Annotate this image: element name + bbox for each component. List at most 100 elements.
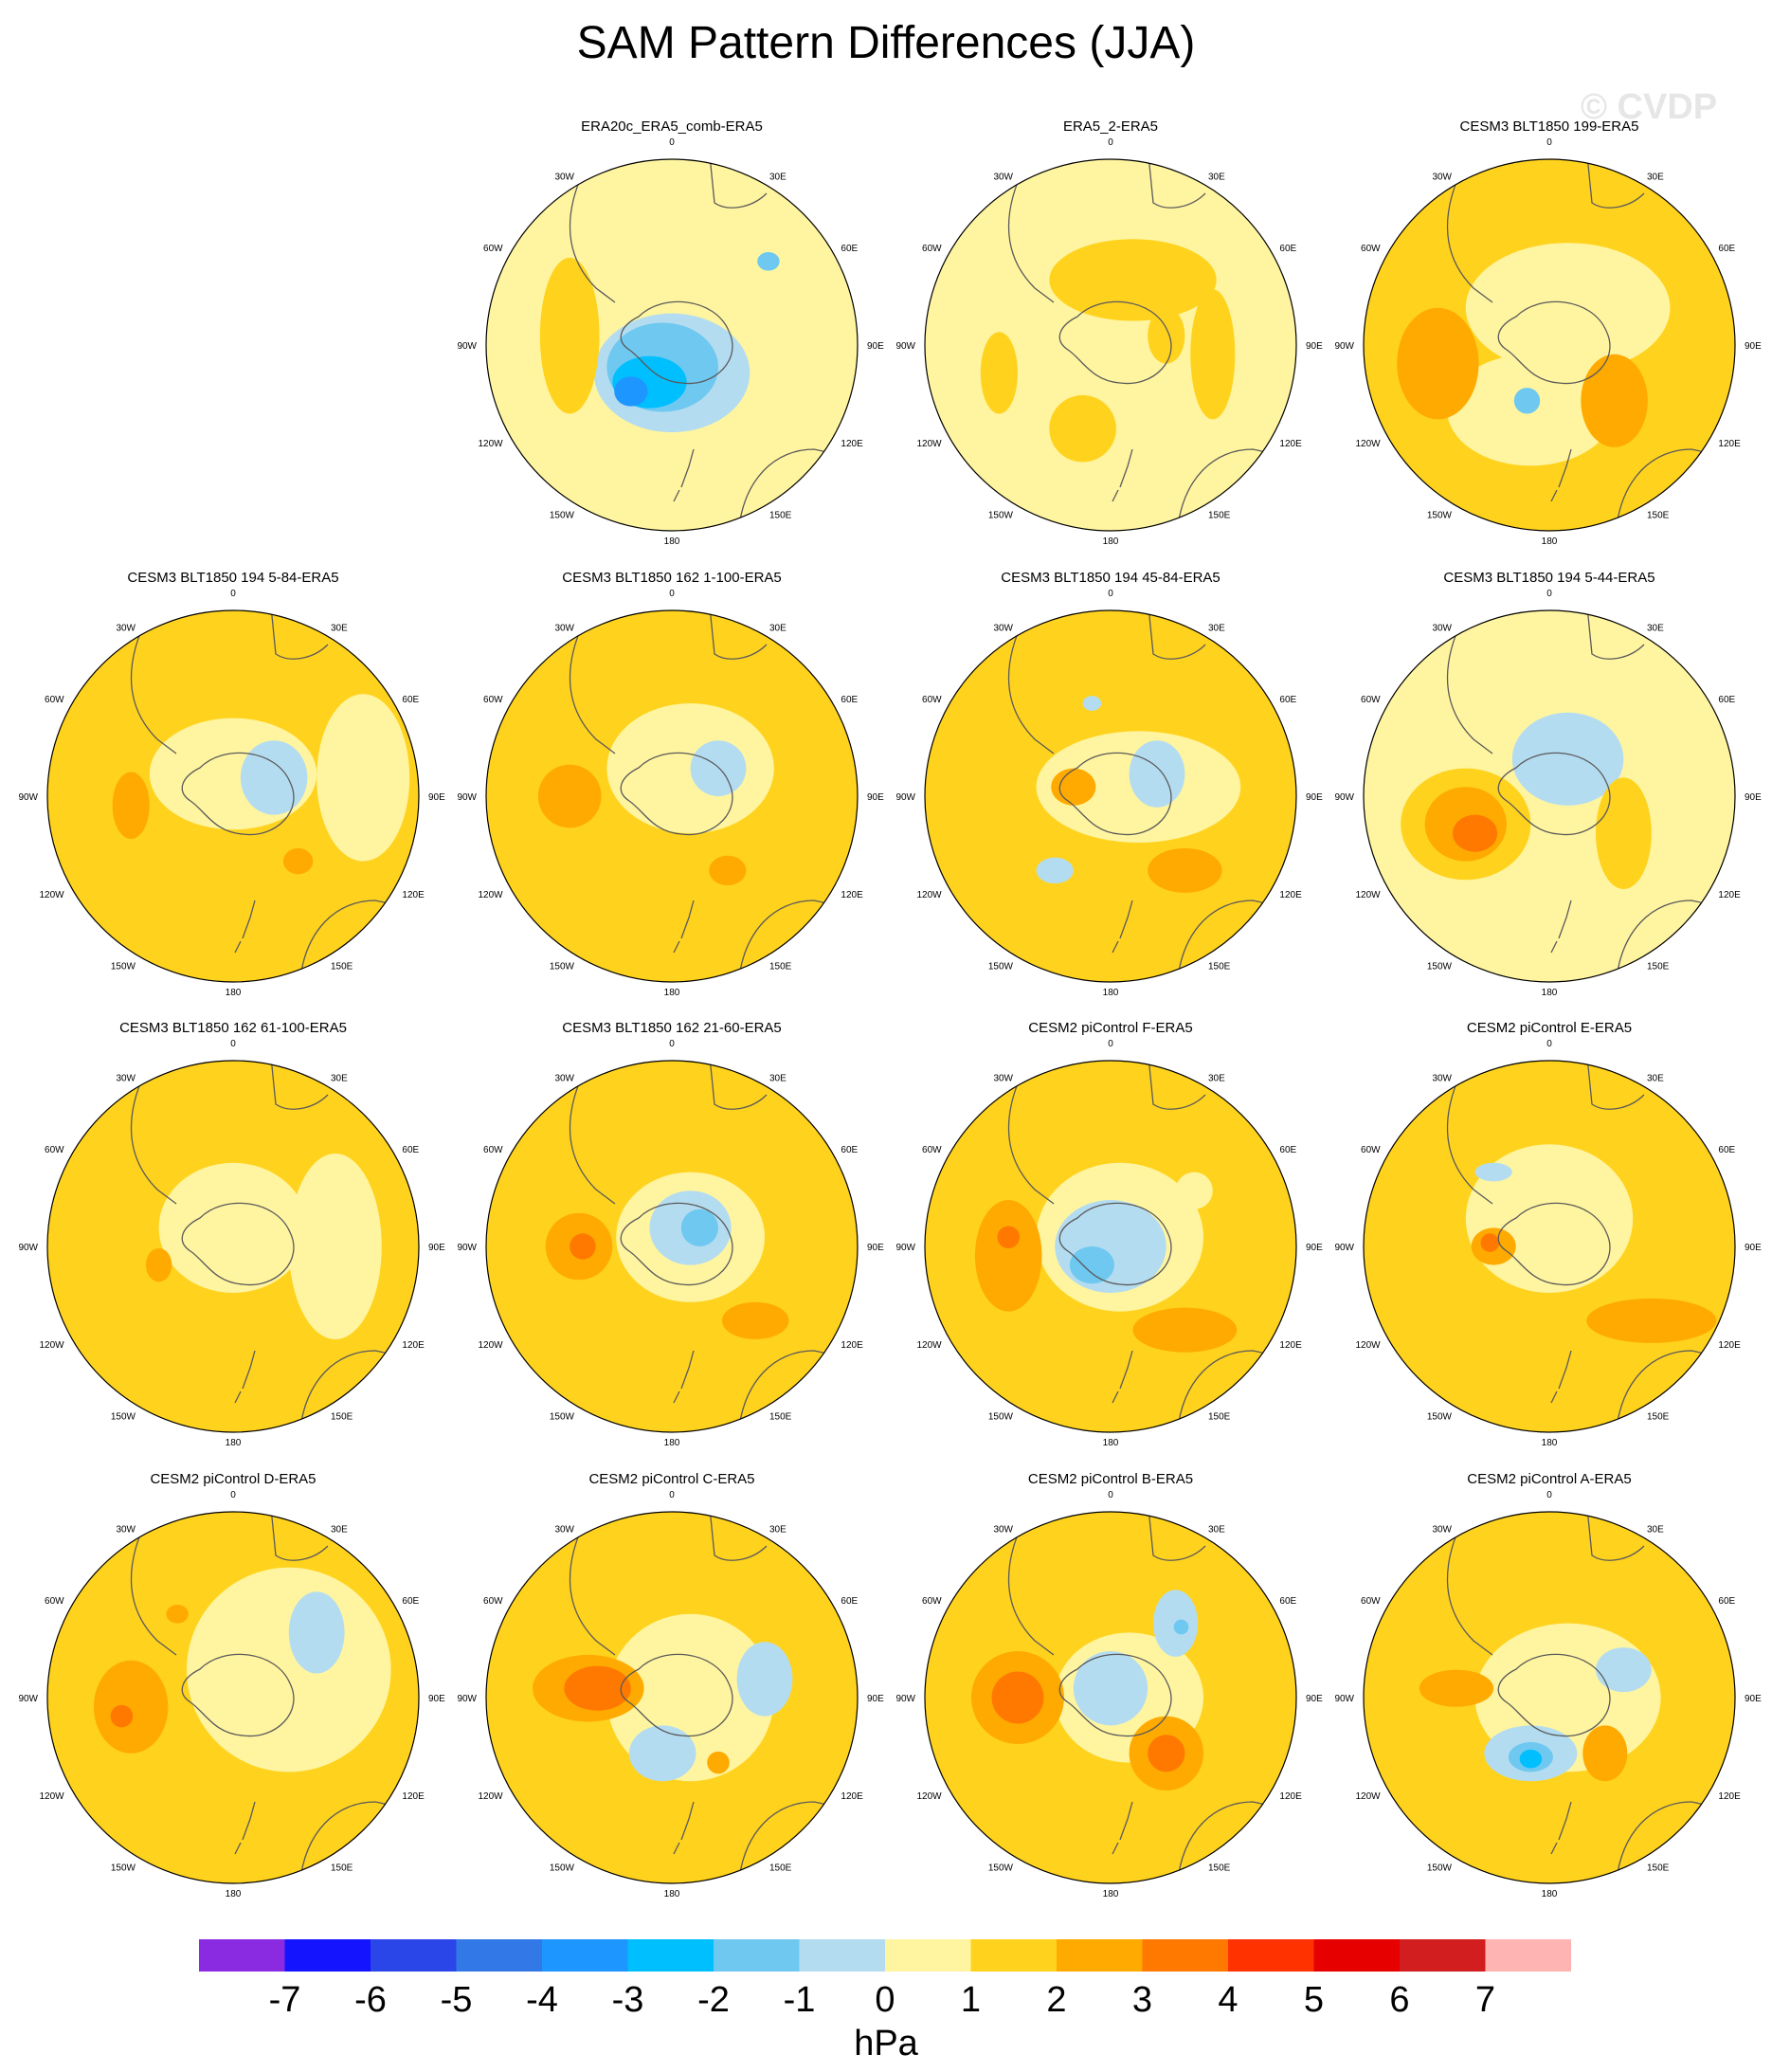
lon-label: 90E <box>1306 1694 1323 1704</box>
polar-map: 0 180 30W 30E 60W 60E 90W 90E 120W 120E 150W 150E <box>18 1039 445 1448</box>
new-zealand-coastline <box>1112 448 1133 502</box>
contour-region <box>628 1725 696 1782</box>
lon-label: 60W <box>1361 1596 1381 1607</box>
lon-label: 180 <box>664 1438 680 1448</box>
panel-title: CESM3 BLT1850 194 45-84-ERA5 <box>1001 570 1221 586</box>
contour-region <box>980 332 1018 414</box>
lon-label: 90W <box>1334 1243 1354 1253</box>
africa-coastline <box>1586 1512 1645 1561</box>
new-zealand-coastline <box>1550 900 1572 954</box>
lon-label: 180 <box>1542 988 1558 998</box>
polar-map: 0 180 30W 30E 60W 60E 90W 90E 120W 120E 150W 150E <box>18 589 445 998</box>
contour-region <box>186 1567 391 1772</box>
colorbar-tick-label: -4 <box>526 1980 558 2020</box>
contour-region <box>1397 307 1479 420</box>
lon-label: 120W <box>39 890 64 900</box>
antarctica-coastline <box>1058 300 1172 385</box>
antarctica-coastline <box>181 1653 295 1737</box>
polar-map: 0 180 30W 30E 60W 60E 90W 90E 120W 120E 150W 150E <box>457 1039 884 1448</box>
contour-region <box>537 764 602 828</box>
colorbar-swatch <box>1228 1939 1314 1972</box>
africa-coastline <box>270 610 329 660</box>
lon-label: 150W <box>111 1863 136 1873</box>
panel-title: CESM3 BLT1850 194 5-84-ERA5 <box>127 570 339 586</box>
lon-label: 30E <box>1647 1074 1664 1084</box>
new-zealand-coastline <box>234 1801 256 1855</box>
lon-label: 60W <box>45 1596 64 1607</box>
lon-label: 30W <box>554 1074 574 1084</box>
colorbar-tick-label: 5 <box>1304 1980 1324 2020</box>
lon-label: 30E <box>1647 173 1664 183</box>
map-border <box>924 1511 1297 1884</box>
colorbar-tick-label: -5 <box>441 1980 473 2020</box>
panel-title: ERA20c_ERA5_comb-ERA5 <box>581 118 763 135</box>
contour-region <box>539 257 600 414</box>
lon-label: 150E <box>769 1863 792 1873</box>
lon-label: 60W <box>922 1145 942 1155</box>
lon-label: 150W <box>1427 961 1453 972</box>
lon-label: 150W <box>988 1411 1014 1422</box>
lon-label: 0 <box>230 589 236 599</box>
colorbar-swatch <box>1485 1939 1571 1972</box>
contour-region <box>1465 243 1671 373</box>
lon-label: 30W <box>116 1525 136 1536</box>
lon-label: 30W <box>1432 1074 1452 1084</box>
lon-label: 60W <box>922 1596 942 1607</box>
lon-label: 30E <box>1208 1074 1225 1084</box>
lon-label: 30E <box>1647 1525 1664 1536</box>
contour-region <box>1474 1162 1512 1182</box>
lon-label: 60E <box>841 244 858 254</box>
map-border <box>485 609 859 983</box>
lon-label: 30W <box>993 1074 1013 1084</box>
figure-title: SAM Pattern Differences (JJA) <box>576 18 1196 68</box>
lon-label: 120E <box>841 439 863 449</box>
lon-label: 150W <box>111 961 136 972</box>
colorbar-tick-label: -2 <box>697 1980 730 2020</box>
contour-region <box>288 1154 382 1339</box>
lon-label: 60W <box>1361 244 1381 254</box>
africa-coastline <box>1586 159 1645 209</box>
contour-region <box>1069 1246 1114 1284</box>
lon-label: 120E <box>402 1340 425 1351</box>
lon-label: 0 <box>1546 137 1552 148</box>
lon-label: 180 <box>1542 1889 1558 1899</box>
colorbar-unit-label: hPa <box>854 2024 918 2063</box>
panel-title: CESM3 BLT1850 162 21-60-ERA5 <box>562 1020 782 1036</box>
lon-label: 150W <box>550 1411 575 1422</box>
lon-label: 150E <box>331 961 353 972</box>
lon-label: 30W <box>116 624 136 634</box>
new-zealand-coastline <box>673 448 695 502</box>
colorbar-tick-label: 3 <box>1132 1980 1152 2020</box>
lon-label: 60W <box>483 1145 503 1155</box>
colorbar-tick-label: -7 <box>269 1980 301 2020</box>
lon-label: 30W <box>554 624 574 634</box>
lon-label: 150W <box>550 1863 575 1873</box>
lon-label: 90W <box>895 341 915 352</box>
lon-label: 0 <box>1546 1039 1552 1049</box>
contour-region <box>1148 847 1222 893</box>
lon-label: 150W <box>988 510 1014 520</box>
new-zealand-coastline <box>1550 1801 1572 1855</box>
map-border <box>924 1060 1297 1433</box>
contour-region <box>1480 1233 1500 1252</box>
lon-label: 90W <box>457 1243 477 1253</box>
colorbar-swatch <box>799 1939 885 1972</box>
africa-coastline <box>1148 159 1206 209</box>
antarctica-coastline <box>620 1653 733 1737</box>
lon-label: 180 <box>1542 536 1558 547</box>
contour-region <box>707 1751 730 1774</box>
lon-label: 150E <box>331 1411 353 1422</box>
colorbar-swatch <box>542 1939 628 1972</box>
lon-label: 60W <box>483 244 503 254</box>
lon-label: 180 <box>1542 1438 1558 1448</box>
map-border <box>1363 609 1736 983</box>
africa-coastline <box>709 610 768 660</box>
lon-label: 90E <box>1306 341 1323 352</box>
contour-region <box>1051 768 1096 806</box>
lon-label: 90W <box>895 1243 915 1253</box>
lon-label: 60E <box>1279 1596 1296 1607</box>
antarctica-coastline <box>1497 300 1611 385</box>
map-panel: CESM3 BLT1850 162 21-60-ERA5 0 180 30W 30E 60… <box>454 1020 890 1465</box>
colorbar-swatch <box>1313 1939 1400 1972</box>
